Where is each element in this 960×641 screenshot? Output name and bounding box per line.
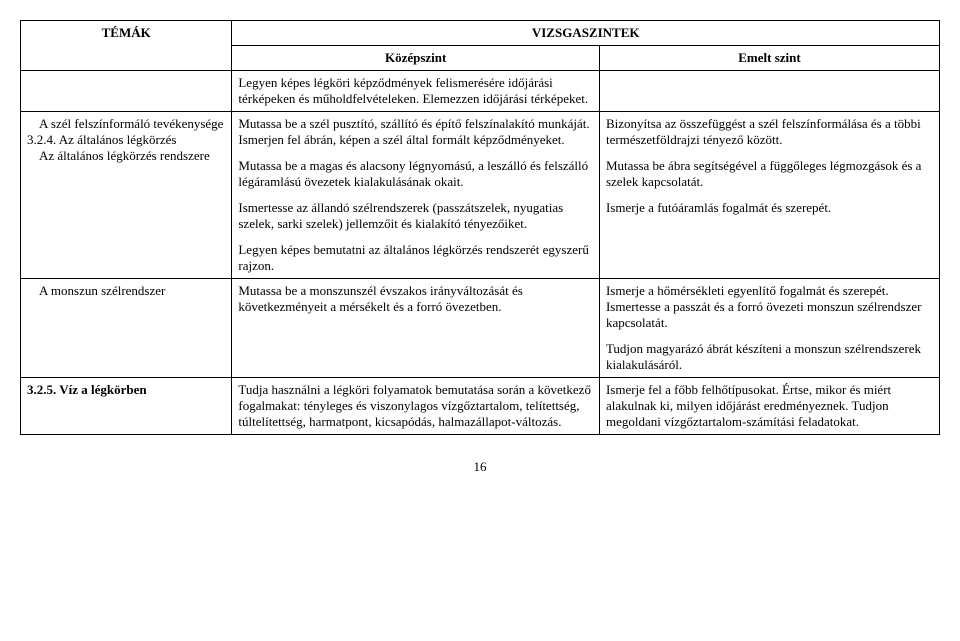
header-adv-level: Emelt szint [599,46,939,71]
paragraph: Bizonyítsa az összefüggést a szél felszí… [606,116,933,148]
paragraph: Mutassa be a szél pusztító, szállító és … [238,116,593,148]
paragraph: Tudjon magyarázó ábrát készíteni a monsz… [606,341,933,373]
curriculum-table: TÉMÁK VIZSGASZINTEK Középszint Emelt szi… [20,20,940,435]
topic-plain: Az általános légkörzés rendszere [27,148,225,164]
page-number: 16 [20,459,940,475]
mid-cell: Tudja használni a légköri folyamatok bem… [232,378,600,435]
right-cell: Bizonyítsa az összefüggést a szél felszí… [599,112,939,279]
mid-cell: Legyen képes légköri képződmények felism… [232,71,600,112]
table-row: A szél felszínformáló tevékenysége 3.2.4… [21,112,940,279]
paragraph: Legyen képes bemutatni az általános légk… [238,242,593,274]
table-row: Legyen képes légköri képződmények felism… [21,71,940,112]
paragraph: Mutassa be a magas és alacsony légnyomás… [238,158,593,190]
header-levels: VIZSGASZINTEK [232,21,940,46]
right-cell: Ismerje a hőmérsékleti egyenlítő fogalmá… [599,279,939,378]
topic-number: 3.2.4. Az általános légkörzés [27,132,176,147]
topic-cell: A monszun szélrendszer [21,279,232,378]
paragraph: Mutassa be ábra segítségével a függőlege… [606,158,933,190]
header-topics: TÉMÁK [21,21,232,71]
paragraph: Ismerje a futóáramlás fogalmát és szerep… [606,200,933,216]
topic-cell: 3.2.5. Víz a légkörben [21,378,232,435]
paragraph: Ismerje a hőmérsékleti egyenlítő fogalmá… [606,283,933,331]
topic-plain: A szél felszínformáló tevékenysége [27,116,225,132]
table-row: A monszun szélrendszer Mutassa be a mons… [21,279,940,378]
mid-cell: Mutassa be a szél pusztító, szállító és … [232,112,600,279]
header-row-1: TÉMÁK VIZSGASZINTEK [21,21,940,46]
topic-bold: 3.2.5. Víz a légkörben [27,382,147,397]
right-cell: Ismerje fel a főbb felhőtípusokat. Értse… [599,378,939,435]
mid-cell: Mutassa be a monszunszél évszakos irányv… [232,279,600,378]
topic-cell: A szél felszínformáló tevékenysége 3.2.4… [21,112,232,279]
table-row: 3.2.5. Víz a légkörben Tudja használni a… [21,378,940,435]
topic-cell [21,71,232,112]
paragraph: Ismertesse az állandó szélrendszerek (pa… [238,200,593,232]
right-cell [599,71,939,112]
header-mid-level: Középszint [232,46,600,71]
topic-plain: A monszun szélrendszer [27,283,225,299]
